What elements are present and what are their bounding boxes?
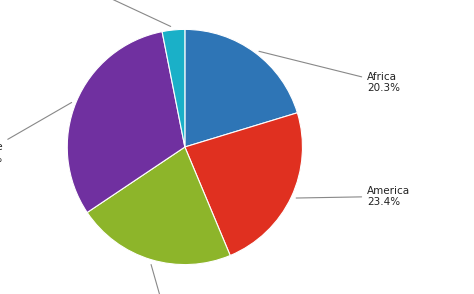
Text: Africa
20.3%: Africa 20.3%: [259, 51, 400, 93]
Text: Oceania
3.1%: Oceania 3.1%: [42, 0, 171, 26]
Text: Asia
21.9%: Asia 21.9%: [150, 265, 182, 294]
Wedge shape: [185, 113, 302, 255]
Text: America
23.4%: America 23.4%: [296, 186, 410, 207]
Wedge shape: [87, 147, 230, 265]
Text: Europe
31.3%: Europe 31.3%: [0, 103, 72, 164]
Wedge shape: [162, 29, 185, 147]
Wedge shape: [67, 32, 185, 213]
Wedge shape: [185, 29, 297, 147]
